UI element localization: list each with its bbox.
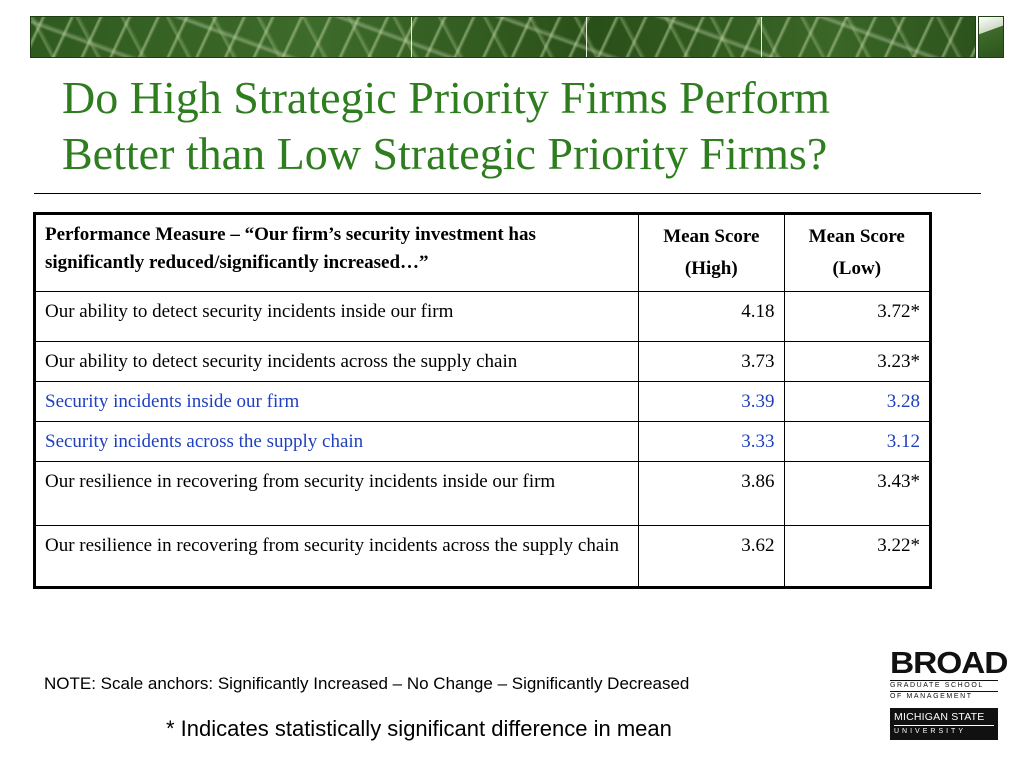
header-mean-low: Mean Score (Low) <box>783 213 932 292</box>
title-divider <box>34 193 981 194</box>
cell-high: 3.33 <box>638 421 785 462</box>
significance-footnote: * Indicates statistically significant di… <box>166 716 672 741</box>
header-mean-low-line1: Mean Score <box>808 226 905 247</box>
cell-low: 3.22* <box>783 525 932 588</box>
table-row: Security incidents across the supply cha… <box>33 421 932 462</box>
cell-low: 3.43* <box>783 461 932 526</box>
cell-high: 3.86 <box>638 461 785 526</box>
cell-high: 3.73 <box>638 341 785 382</box>
header-mean-high-line1: Mean Score <box>663 226 760 247</box>
cell-low: 3.23* <box>783 341 932 382</box>
logo-graduate-school: GRADUATE SCHOOL <box>890 680 998 691</box>
header-mean-high: Mean Score (High) <box>638 213 785 292</box>
cell-measure: Our resilience in recovering from securi… <box>33 525 640 588</box>
results-table: Performance Measure – “Our firm’s securi… <box>33 212 932 589</box>
cell-measure: Security incidents across the supply cha… <box>33 421 640 462</box>
banner-divider <box>586 17 587 57</box>
banner-divider <box>761 17 762 57</box>
cell-low: 3.12 <box>783 421 932 462</box>
corner-tab <box>978 16 1004 58</box>
broad-msu-logo: BROAD GRADUATE SCHOOL OF MANAGEMENT MICH… <box>890 647 1008 740</box>
logo-michigan-state: MICHIGAN STATE <box>894 711 985 723</box>
cell-high: 3.62 <box>638 525 785 588</box>
cell-low: 3.28 <box>783 381 932 422</box>
banner-divider <box>411 17 412 57</box>
cell-measure: Security incidents inside our firm <box>33 381 640 422</box>
cell-measure: Our resilience in recovering from securi… <box>33 461 640 526</box>
table-row: Security incidents inside our firm 3.39 … <box>33 381 932 422</box>
cell-high: 4.18 <box>638 291 785 342</box>
logo-msu-block: MICHIGAN STATE UNIVERSITY <box>890 708 998 740</box>
header-mean-high-line2: (High) <box>684 258 738 279</box>
cell-high: 3.39 <box>638 381 785 422</box>
scale-note: NOTE: Scale anchors: Significantly Incre… <box>44 674 690 693</box>
cell-low: 3.72* <box>783 291 932 342</box>
logo-university: UNIVERSITY <box>894 725 994 736</box>
table-row: Our ability to detect security incidents… <box>33 291 932 342</box>
title-line-2: Better than Low Strategic Priority Firms… <box>62 128 828 179</box>
table-row: Our resilience in recovering from securi… <box>33 525 932 588</box>
logo-of-management: OF MANAGEMENT <box>890 691 998 702</box>
table-row: Our ability to detect security incidents… <box>33 341 932 382</box>
header-banner <box>30 16 976 58</box>
cell-measure: Our ability to detect security incidents… <box>33 291 640 342</box>
title-line-1: Do High Strategic Priority Firms Perform <box>62 72 830 123</box>
slide-title: Do High Strategic Priority Firms Perform… <box>62 70 962 182</box>
cell-measure: Our ability to detect security incidents… <box>33 341 640 382</box>
header-mean-low-line2: (Low) <box>832 258 882 279</box>
table-header-row: Performance Measure – “Our firm’s securi… <box>33 213 932 292</box>
header-measure: Performance Measure – “Our firm’s securi… <box>33 213 640 292</box>
table-row: Our resilience in recovering from securi… <box>33 461 932 526</box>
logo-broad-wordmark: BROAD <box>890 645 1008 680</box>
